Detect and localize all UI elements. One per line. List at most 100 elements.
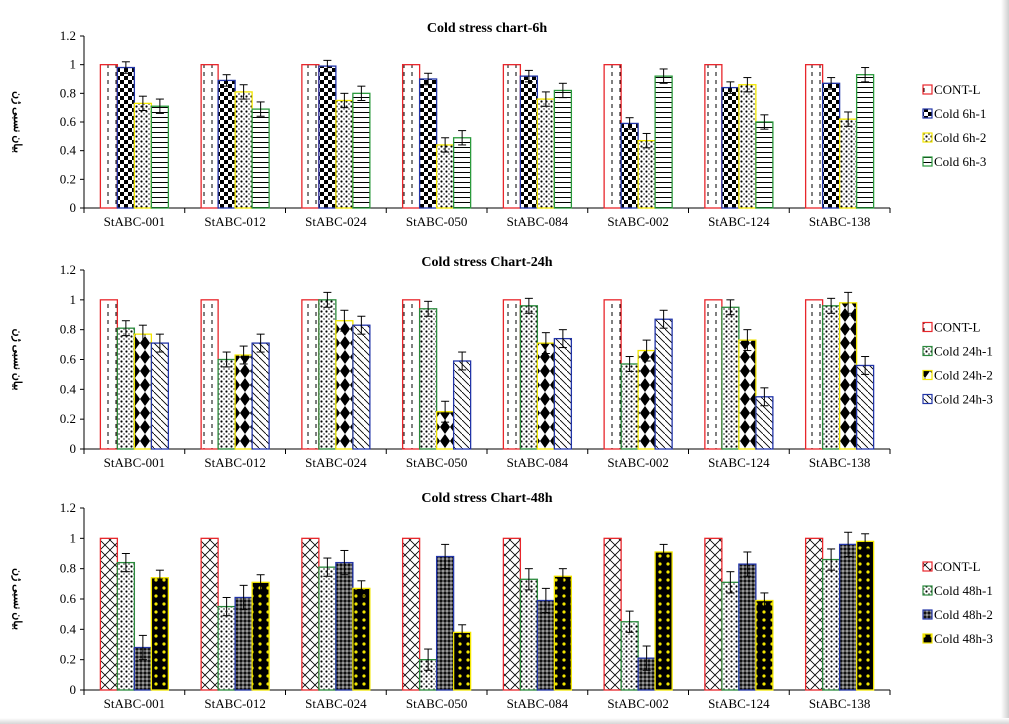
bar-cont-l-stabc-002: [603, 537, 622, 691]
bar-cold-6h-3-stabc-050: [452, 137, 472, 209]
bar-cold-24h-1-stabc-124: [721, 306, 740, 450]
x-tick-label: StABC-012: [204, 214, 265, 229]
legend-swatch-cold-6h-1: [922, 108, 933, 119]
y-tick-label: 0.4: [60, 381, 77, 396]
bar-cold-48h-1-stabc-024: [318, 566, 337, 691]
x-tick-label: StABC-012: [204, 455, 265, 470]
chart-3: Cold stress Chart-48h بیان نسبی ژن 0 0.2 0.4…: [11, 491, 993, 711]
bar-cold-24h-2-stabc-002: [637, 349, 656, 450]
legend-label-cold-6h-3: Cold 6h-3: [934, 154, 986, 169]
bar-cont-l-stabc-001: [99, 537, 119, 691]
bar-cold-6h-1-stabc-138: [821, 82, 841, 209]
y-tick-label: 0.6: [60, 114, 77, 129]
bar-cold-24h-3-stabc-012: [251, 342, 270, 450]
legend-label-cold-48h-2: Cold 48h-2: [934, 607, 993, 622]
x-tick-label: StABC-138: [809, 696, 870, 711]
bar-cont-l-stabc-001: [99, 64, 119, 209]
bar-cold-24h-1-stabc-012: [217, 358, 236, 450]
y-axis-label: بیان نسبی ژن: [11, 91, 23, 153]
y-tick-label: 1: [70, 57, 77, 72]
bar-cold-48h-2-stabc-050: [435, 555, 455, 691]
y-axis-label: بیان نسبی ژن: [11, 568, 23, 630]
legend-label-cont-l: CONT-L: [934, 320, 981, 335]
y-tick-label: 1.2: [60, 262, 76, 277]
bar-cold-48h-3-stabc-001: [150, 577, 170, 691]
x-tick-label: StABC-124: [708, 455, 770, 470]
bar-cold-6h-3-stabc-012: [251, 108, 270, 209]
bar-cont-l-stabc-024: [301, 299, 320, 450]
bar-cont-l-stabc-138: [804, 299, 824, 450]
bar-cold-24h-1-stabc-084: [519, 305, 539, 450]
bar-cold-48h-3-stabc-002: [654, 551, 673, 691]
y-tick-label: 0.6: [60, 591, 77, 606]
bar-cont-l-stabc-002: [603, 64, 622, 209]
bar-cold-48h-1-stabc-012: [217, 605, 236, 691]
bar-cold-6h-3-stabc-084: [553, 89, 573, 209]
frame-shadow-bottom: [0, 718, 1009, 724]
bar-cont-l-stabc-084: [502, 299, 522, 450]
y-tick-label: 0.4: [60, 621, 77, 636]
legend-swatch-cold-48h-1: [922, 585, 933, 596]
x-tick-label: StABC-084: [507, 455, 569, 470]
x-tick-label: StABC-050: [406, 214, 467, 229]
bar-cold-6h-1-stabc-124: [721, 86, 740, 209]
x-tick-label: StABC-084: [507, 696, 569, 711]
bar-cold-48h-3-stabc-050: [452, 631, 472, 691]
y-tick-label: 0.8: [60, 322, 76, 337]
legend-label-cold-48h-3: Cold 48h-3: [934, 631, 993, 646]
bar-cold-48h-2-stabc-124: [738, 563, 757, 691]
legend-swatch-cont-l: [922, 321, 933, 333]
y-tick-label: 1.2: [60, 500, 76, 515]
legend-swatch-cold-48h-2: [922, 609, 933, 620]
bar-cont-l-stabc-138: [804, 64, 824, 209]
bar-cold-24h-3-stabc-024: [352, 324, 371, 450]
bar-cold-48h-1-stabc-084: [519, 578, 539, 691]
bar-cont-l-stabc-084: [502, 537, 522, 691]
bar-cold-6h-2-stabc-024: [335, 99, 354, 209]
legend-swatch-cold-24h-2: [922, 369, 933, 381]
bar-cold-48h-3-stabc-012: [251, 581, 270, 691]
y-tick-label: 0.6: [60, 352, 77, 367]
y-tick-label: 0.8: [60, 561, 76, 576]
bar-cold-24h-3-stabc-050: [452, 360, 472, 450]
bar-cold-6h-3-stabc-001: [150, 105, 170, 209]
bar-cont-l-stabc-124: [704, 64, 723, 209]
x-tick-label: StABC-050: [406, 455, 467, 470]
x-tick-label: StABC-012: [204, 696, 265, 711]
bar-cont-l-stabc-002: [603, 299, 622, 450]
bar-cold-24h-1-stabc-001: [116, 327, 136, 450]
bar-cold-6h-2-stabc-124: [738, 84, 757, 209]
bar-cont-l-stabc-084: [502, 64, 522, 209]
bar-cold-48h-3-stabc-084: [553, 575, 573, 691]
bar-cold-48h-1-stabc-124: [721, 581, 740, 691]
bar-cold-6h-1-stabc-084: [519, 75, 539, 209]
bar-cont-l-stabc-124: [704, 537, 723, 691]
legend-label-cont-l: CONT-L: [934, 82, 981, 97]
bar-cold-6h-2-stabc-050: [435, 144, 455, 209]
legend-swatch-cold-48h-3: [922, 633, 933, 644]
legend-label-cold-24h-1: Cold 24h-1: [934, 344, 993, 359]
legend-swatch-cold-6h-2: [922, 132, 933, 143]
bar-cold-24h-3-stabc-138: [855, 364, 875, 450]
y-tick-label: 0.2: [60, 171, 76, 186]
bar-cold-48h-1-stabc-001: [116, 561, 136, 691]
bar-cold-24h-2-stabc-024: [335, 320, 354, 450]
bar-cold-6h-1-stabc-050: [418, 78, 438, 209]
bar-cold-24h-3-stabc-002: [654, 318, 673, 450]
legend-swatch-cold-6h-3: [922, 156, 933, 167]
legend-swatch-cont-l: [922, 84, 933, 95]
bar-cold-48h-2-stabc-024: [335, 561, 354, 691]
x-tick-label: StABC-001: [104, 455, 165, 470]
bar-cont-l-stabc-138: [804, 537, 824, 691]
x-tick-label: StABC-138: [809, 214, 870, 229]
bar-cold-24h-1-stabc-024: [318, 299, 337, 450]
bar-cold-24h-2-stabc-084: [536, 342, 556, 450]
bar-cold-24h-3-stabc-001: [150, 342, 170, 450]
legend-swatch-cont-l: [922, 561, 933, 572]
bar-cold-6h-1-stabc-002: [620, 122, 639, 209]
chart-title: Cold stress chart-6h: [427, 21, 548, 36]
y-tick-label: 0.2: [60, 411, 76, 426]
bar-cold-6h-2-stabc-012: [234, 91, 253, 209]
bar-cold-48h-3-stabc-124: [755, 599, 774, 691]
